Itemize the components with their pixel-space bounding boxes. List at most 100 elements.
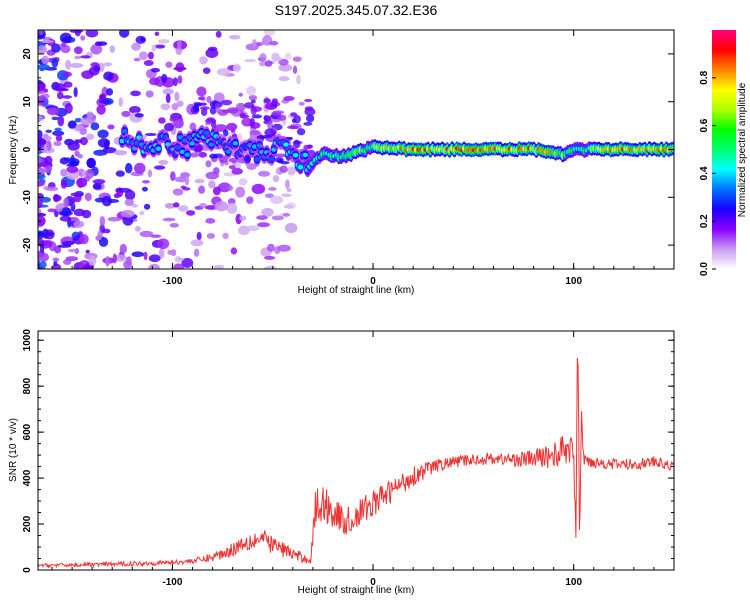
noise-blob <box>261 207 274 217</box>
noise-blob <box>178 205 189 212</box>
noise-blob <box>259 53 267 63</box>
ridge-core <box>182 138 188 143</box>
noise-blob <box>235 213 242 225</box>
noise-blob <box>106 199 120 203</box>
noise-blob <box>190 239 204 247</box>
noise-blob <box>249 121 261 129</box>
noise-blob <box>206 232 216 239</box>
noise-blob <box>194 178 205 184</box>
noise-blob <box>157 238 170 250</box>
noise-blob <box>249 129 261 136</box>
noise-blob <box>204 205 218 210</box>
noise-blob <box>107 216 121 222</box>
ridge-core <box>283 142 289 147</box>
noise-blob <box>172 77 178 87</box>
noise-blob <box>160 103 171 111</box>
noise-blob <box>92 183 102 190</box>
noise-blob <box>287 166 296 176</box>
noise-blob <box>38 139 47 145</box>
x-tick-label: 0 <box>370 276 376 287</box>
noise-blob <box>63 197 69 208</box>
noise-blob <box>248 95 258 101</box>
noise-blob <box>38 197 43 209</box>
noise-blob <box>94 41 103 47</box>
noise-blob <box>139 51 148 60</box>
noise-blob <box>215 30 222 38</box>
noise-blob <box>147 51 154 60</box>
noise-blob <box>162 88 174 95</box>
ridge-core <box>268 156 275 162</box>
noise-blob <box>121 110 131 117</box>
noise-blob <box>99 93 107 102</box>
noise-blob <box>38 181 45 187</box>
ridge-core <box>297 165 304 170</box>
noise-blob <box>271 98 279 106</box>
noise-blob <box>55 135 63 142</box>
noise-blob <box>192 104 200 113</box>
noise-blob <box>51 43 61 53</box>
noise-blob <box>66 170 80 180</box>
noise-blob <box>105 255 110 267</box>
noise-blob <box>212 186 221 196</box>
noise-blob <box>54 127 62 132</box>
noise-blob <box>154 44 166 49</box>
noise-blob <box>258 170 271 177</box>
noise-blob <box>244 58 257 63</box>
noise-blob <box>41 55 50 65</box>
noise-blob <box>151 44 157 52</box>
noise-blob <box>291 118 297 124</box>
noise-blob <box>128 105 141 114</box>
noise-blob <box>53 141 62 147</box>
colorbar-tick-label: 0.0 <box>699 262 710 276</box>
noise-blob <box>172 263 185 269</box>
noise-blob <box>292 56 302 63</box>
noise-blob <box>169 117 177 122</box>
noise-blob <box>232 63 242 73</box>
noise-blob <box>131 204 139 208</box>
noise-blob <box>216 68 231 76</box>
noise-blob <box>150 67 160 73</box>
noise-blob <box>120 209 135 218</box>
noise-blob <box>90 122 100 131</box>
noise-blob <box>65 256 78 262</box>
noise-blob <box>267 243 275 252</box>
noise-blob <box>263 30 275 37</box>
y-tick-label: 600 <box>22 423 33 440</box>
noise-blob <box>208 180 216 189</box>
noise-blob <box>130 90 141 97</box>
noise-blob <box>92 179 106 185</box>
noise-blob <box>148 254 161 263</box>
noise-blob <box>38 162 49 167</box>
noise-blob <box>73 46 83 55</box>
noise-blob <box>199 56 208 65</box>
noise-blob <box>228 185 234 191</box>
ridge-core <box>302 152 309 158</box>
noise-blob <box>52 193 60 203</box>
noise-blob <box>228 34 241 40</box>
noise-blob <box>38 115 44 122</box>
noise-blob <box>298 101 305 106</box>
colorbar-gradient <box>712 30 736 269</box>
noise-blob <box>107 124 115 130</box>
noise-blob <box>69 63 84 69</box>
noise-blob <box>38 231 45 240</box>
noise-blob <box>83 264 91 269</box>
noise-blob <box>53 245 62 254</box>
noise-blob <box>38 157 43 164</box>
noise-blob <box>139 230 154 238</box>
spectrogram-y-ticks: -20 -10 0 10 20 <box>22 29 674 270</box>
ridge-core <box>203 130 210 136</box>
noise-blob <box>73 193 82 203</box>
noise-blob <box>263 98 272 104</box>
noise-blob <box>74 55 82 60</box>
y-tick-label: 0 <box>22 146 33 152</box>
noise-blob <box>115 170 125 177</box>
noise-blob <box>88 255 97 266</box>
noise-blob <box>196 86 207 97</box>
noise-blob <box>284 222 298 234</box>
noise-blob <box>38 64 51 71</box>
noise-blob <box>73 208 85 217</box>
noise-blob <box>251 114 263 119</box>
snr-x-ticks: -100 0 100 <box>51 331 675 588</box>
noise-blob <box>271 111 282 116</box>
